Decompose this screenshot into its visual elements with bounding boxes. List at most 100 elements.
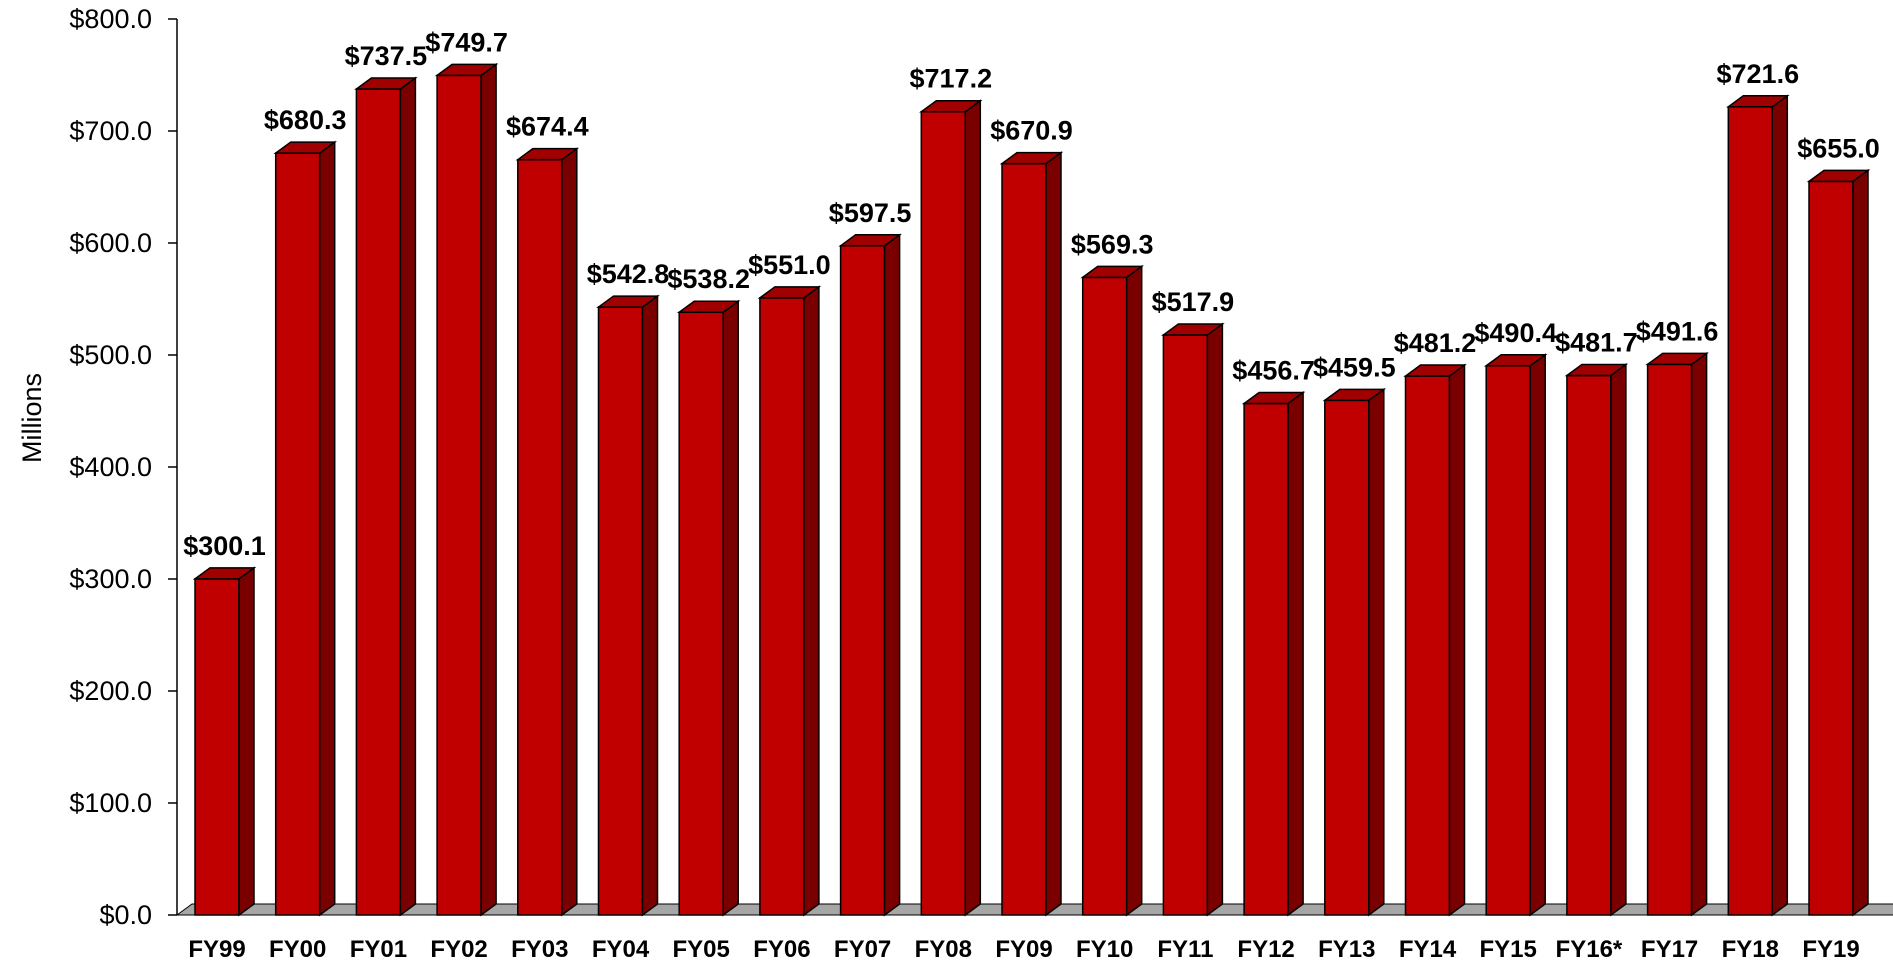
x-category-label: FY05	[673, 936, 730, 961]
y-tick-label: $100.0	[69, 788, 152, 818]
bar-top	[1726, 95, 1790, 108]
value-label: $300.1	[183, 531, 266, 561]
bar-top	[1483, 354, 1548, 367]
bar-side	[1529, 353, 1546, 917]
y-axis: $0.0 $100.0 $200.0 $300.0 $400.0 $500.0 $600.0…	[69, 4, 178, 930]
x-category-label: FY14	[1399, 936, 1457, 961]
bar	[838, 233, 902, 917]
value-label: $717.2	[910, 64, 993, 94]
value-label: $481.2	[1394, 328, 1477, 358]
bar-top	[273, 141, 337, 154]
bar	[999, 151, 1064, 917]
bar-top	[192, 567, 257, 580]
bar-top	[999, 151, 1064, 165]
bar	[1806, 168, 1871, 917]
y-tick-label: $600.0	[69, 228, 152, 258]
x-category-label: FY02	[430, 936, 487, 961]
bar	[1080, 264, 1144, 917]
x-category-label: FY06	[753, 936, 810, 961]
bar-front	[1646, 363, 1693, 916]
x-category-label: FY01	[350, 936, 407, 961]
x-category-label: FY15	[1480, 936, 1537, 961]
bar-top	[676, 300, 741, 313]
value-label: $680.3	[264, 105, 347, 135]
bar-top	[1161, 323, 1225, 336]
bar-side	[1206, 322, 1224, 917]
value-label: $490.4	[1474, 318, 1557, 348]
bar	[192, 566, 257, 917]
bar	[1403, 363, 1467, 917]
bar-side	[803, 285, 820, 917]
bar-side	[1125, 264, 1143, 917]
bar	[434, 62, 499, 917]
bars	[192, 62, 1871, 917]
bar-side	[1610, 363, 1627, 917]
bar-side	[238, 566, 255, 917]
value-label: $597.5	[829, 198, 912, 228]
bar-top	[1403, 364, 1467, 377]
bar-top	[596, 295, 660, 308]
bar	[1161, 322, 1225, 917]
value-label: $459.5	[1313, 352, 1396, 382]
bar-front	[1324, 399, 1370, 916]
bar-front	[1404, 375, 1451, 916]
value-label: $456.7	[1232, 355, 1315, 385]
bar-front	[1808, 180, 1854, 916]
bar-top	[919, 99, 983, 113]
bar-side	[399, 76, 417, 917]
x-category-label: FY13	[1318, 936, 1375, 961]
bar-front	[1243, 402, 1289, 916]
x-category-label: FY00	[269, 936, 326, 961]
bar-side	[561, 147, 578, 917]
y-tick-label: $200.0	[69, 676, 152, 706]
value-label: $721.6	[1717, 59, 1800, 89]
y-tick-label: $500.0	[69, 340, 152, 370]
bar-front	[436, 74, 482, 916]
x-category-label: FY08	[915, 936, 972, 961]
value-label: $481.7	[1555, 327, 1638, 357]
x-category-label: FY11	[1157, 936, 1213, 961]
bar-side	[1690, 351, 1708, 917]
bar-top	[838, 234, 902, 247]
bar-front	[1566, 374, 1612, 916]
bar-side	[318, 140, 336, 917]
value-label: $655.0	[1797, 133, 1880, 163]
bar-top	[1645, 352, 1709, 366]
bar-front	[194, 578, 240, 916]
x-category-label: FY03	[511, 936, 568, 961]
value-label: $569.3	[1071, 229, 1154, 259]
bar	[273, 140, 337, 917]
x-category-label: FY10	[1076, 936, 1133, 961]
bar-front	[1081, 276, 1128, 916]
bar-side	[1852, 168, 1869, 917]
x-category-label: FY12	[1237, 936, 1294, 961]
bar-front	[1485, 365, 1531, 916]
y-tick-label: $0.0	[99, 900, 152, 930]
bar-front	[1001, 162, 1047, 916]
x-category-label: FY04	[592, 936, 650, 961]
bar-top	[354, 77, 418, 90]
y-tick-label: $700.0	[69, 116, 152, 146]
value-label: $538.2	[667, 264, 750, 294]
x-category-label: FY19	[1802, 936, 1859, 961]
bar-top	[1241, 391, 1306, 405]
bar-side	[964, 99, 982, 917]
bar-side	[1045, 151, 1062, 917]
value-label: $542.8	[587, 259, 670, 289]
y-axis-title: Millions	[17, 373, 47, 463]
value-label: $491.6	[1636, 316, 1719, 346]
bar-top	[1564, 363, 1629, 377]
bar	[1645, 351, 1709, 917]
bar-top	[515, 147, 580, 161]
bar	[354, 76, 418, 917]
bar	[919, 99, 983, 917]
bar-side	[641, 294, 659, 917]
y-tick-label: $300.0	[69, 564, 152, 594]
value-label: $674.4	[506, 112, 589, 142]
bar	[1241, 391, 1306, 917]
bar	[1483, 353, 1548, 917]
bar	[1726, 94, 1790, 917]
bar	[676, 299, 741, 917]
bar-front	[1727, 106, 1774, 916]
